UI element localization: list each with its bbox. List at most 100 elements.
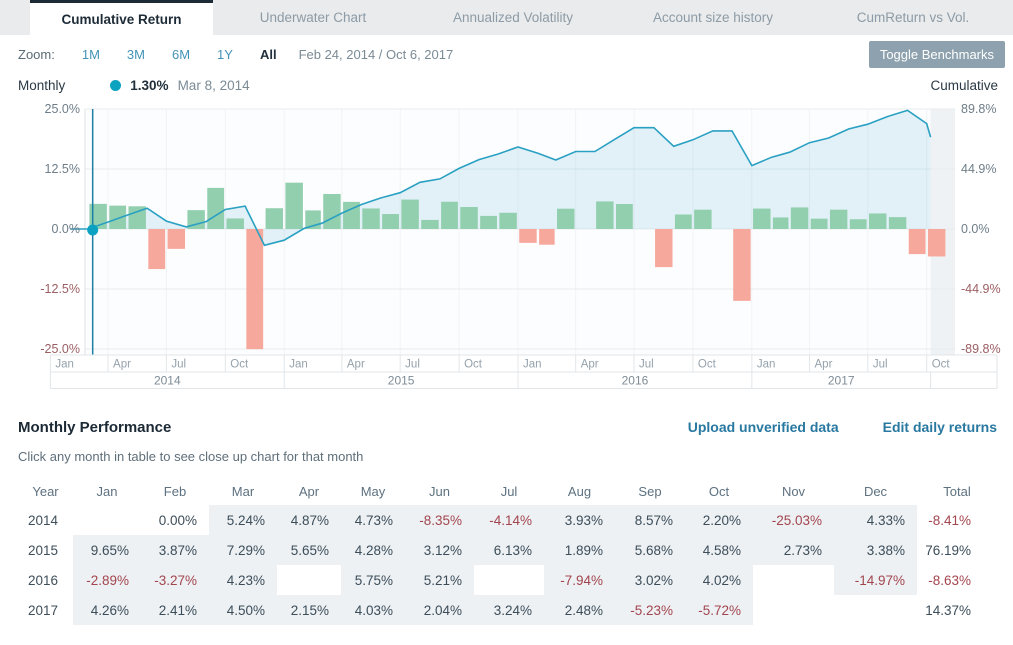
month-cell[interactable]: -8.35%	[405, 505, 474, 535]
month-cell	[73, 505, 141, 535]
monthly-return-bar	[694, 209, 712, 229]
month-cell[interactable]: 4.03%	[341, 595, 405, 625]
month-cell[interactable]: 2.04%	[405, 595, 474, 625]
month-cell[interactable]: 4.87%	[277, 505, 341, 535]
month-cell[interactable]: 2.48%	[544, 595, 615, 625]
month-cell[interactable]: 4.02%	[685, 565, 753, 595]
left-axis-tick: 25.0%	[45, 102, 80, 116]
column-header-total: Total	[943, 483, 971, 499]
table-row-2015: 2015 9.65% 3.87% 7.29% 5.65% 4.28% 3.12% 6.13% 1…	[18, 535, 997, 565]
month-cell[interactable]: 2.15%	[277, 595, 341, 625]
zoom-range-all[interactable]: All	[259, 46, 277, 62]
year-band-label: 2016	[622, 374, 649, 388]
month-cell[interactable]: 0.00%	[158, 512, 197, 528]
zoom-range-group: 1M 3M 6M 1Y All	[55, 47, 277, 62]
month-cell[interactable]: 6.13%	[474, 535, 544, 565]
month-tick-label: Jul	[171, 359, 186, 371]
tab-account-size-history[interactable]: Account size history	[652, 10, 774, 25]
tab-bar-spacer	[0, 0, 30, 35]
month-cell[interactable]: -5.23%	[615, 595, 685, 625]
month-cell[interactable]: 3.93%	[544, 505, 615, 535]
month-tick-label: Jul	[405, 359, 420, 371]
monthly-return-bar	[323, 194, 341, 229]
chart-legend: Monthly 1.30% Mar 8, 2014 Cumulative	[0, 73, 1013, 97]
month-cell[interactable]: 7.29%	[209, 535, 277, 565]
zoom-range-1y[interactable]: 1Y	[217, 46, 233, 62]
returns-chart[interactable]: 25.0% 12.5% 0.0% -12.5% -25.0% 89.8% 44.9% 0.0%…	[0, 97, 1013, 389]
monthly-return-bar	[557, 208, 575, 229]
month-cell[interactable]: 3.38%	[834, 535, 917, 565]
monthly-return-bar	[810, 218, 828, 229]
monthly-performance-table: Year Jan Feb Mar Apr May Jun Jul Aug Sep Oct Nov Dec…	[18, 477, 997, 625]
date-range: Feb 24, 2014 / Oct 6, 2017	[298, 46, 454, 62]
monthly-return-bar	[888, 217, 907, 229]
month-cell[interactable]: 5.75%	[341, 565, 405, 595]
monthly-return-bar	[655, 229, 673, 268]
monthly-return-bar	[148, 229, 166, 270]
edit-daily-returns-link[interactable]: Edit daily returns	[882, 419, 997, 435]
monthly-return-bar	[89, 203, 107, 229]
table-row-2016: 2016 -2.89% -3.27% 4.23% 5.75% 5.21% -7.94% 3.0…	[18, 565, 997, 595]
month-cell[interactable]: -2.89%	[73, 565, 141, 595]
total-cell: -8.63%	[928, 572, 971, 588]
monthly-return-bar	[421, 219, 439, 229]
column-header-oct: Oct	[708, 483, 730, 499]
month-cell[interactable]: 9.65%	[73, 535, 141, 565]
month-cell[interactable]: 4.58%	[685, 535, 753, 565]
month-cell[interactable]: 3.87%	[141, 535, 209, 565]
month-cell[interactable]: 2.73%	[753, 535, 834, 565]
marker-value: 1.30%	[130, 77, 169, 93]
month-cell[interactable]: -3.27%	[141, 565, 209, 595]
month-cell[interactable]: 2.20%	[685, 505, 753, 535]
month-cell[interactable]: 1.89%	[544, 535, 615, 565]
month-cell[interactable]: 4.50%	[209, 595, 277, 625]
month-cell[interactable]: -5.72%	[685, 595, 753, 625]
month-cell[interactable]: 4.28%	[341, 535, 405, 565]
table-head: Year Jan Feb Mar Apr May Jun Jul Aug Sep Oct Nov Dec…	[18, 477, 997, 505]
month-cell[interactable]: 4.73%	[341, 505, 405, 535]
upload-unverified-data-link[interactable]: Upload unverified data	[687, 419, 839, 435]
month-tick-label: Jan	[289, 359, 308, 371]
total-cell: -8.41%	[928, 512, 971, 528]
month-cell[interactable]: -4.14%	[474, 505, 544, 535]
zoom-range-3m[interactable]: 3M	[126, 46, 145, 62]
year-cell: 2016	[28, 572, 59, 588]
month-cell[interactable]: 2.41%	[141, 595, 209, 625]
month-cell[interactable]: 5.24%	[209, 505, 277, 535]
zoom-label: Zoom:	[18, 46, 55, 62]
tab-annualized-volatility[interactable]: Annualized Volatility	[452, 10, 574, 25]
toggle-benchmarks-button[interactable]: Toggle Benchmarks	[868, 41, 1005, 68]
month-cell[interactable]: -7.94%	[544, 565, 615, 595]
month-cell[interactable]: 3.24%	[474, 595, 544, 625]
month-cell[interactable]: 4.23%	[209, 565, 277, 595]
tab-cumreturn-vs-vol-[interactable]: CumReturn vs Vol.	[856, 10, 970, 25]
left-axis-tick: -12.5%	[40, 282, 80, 296]
month-cell[interactable]: 4.33%	[834, 505, 917, 535]
monthly-return-bar	[460, 207, 478, 229]
month-cell[interactable]: -25.03%	[753, 505, 834, 535]
month-cell[interactable]: -14.97%	[834, 565, 917, 595]
month-cell[interactable]: 3.02%	[615, 565, 685, 595]
month-cell[interactable]: 5.68%	[615, 535, 685, 565]
month-cell[interactable]: 5.65%	[277, 535, 341, 565]
month-cell[interactable]: 8.57%	[615, 505, 685, 535]
monthly-return-bar	[480, 215, 497, 229]
right-axis-tick: -44.9%	[961, 282, 1001, 296]
table-hint: Click any month in table to see close up…	[18, 449, 364, 464]
month-cell[interactable]: 5.21%	[405, 565, 474, 595]
month-cell[interactable]: 4.26%	[73, 595, 141, 625]
tab-underwater-chart[interactable]: Underwater Chart	[259, 10, 367, 25]
year-band-label: 2017	[828, 374, 855, 388]
month-tick-label: Oct	[932, 359, 951, 371]
left-axis-tick: 12.5%	[45, 162, 80, 176]
monthly-return-bar	[285, 182, 303, 229]
column-header-jun: Jun	[429, 483, 450, 499]
month-tick-label: Apr	[581, 359, 599, 371]
month-cell	[834, 595, 917, 625]
zoom-range-1m[interactable]: 1M	[81, 46, 100, 62]
zoom-range-6m[interactable]: 6M	[171, 46, 191, 62]
tab-cumulative-return[interactable]: Cumulative Return	[30, 0, 213, 35]
total-cell: 76.19%	[925, 542, 971, 558]
month-cell[interactable]: 3.12%	[405, 535, 474, 565]
month-cell	[474, 565, 544, 595]
